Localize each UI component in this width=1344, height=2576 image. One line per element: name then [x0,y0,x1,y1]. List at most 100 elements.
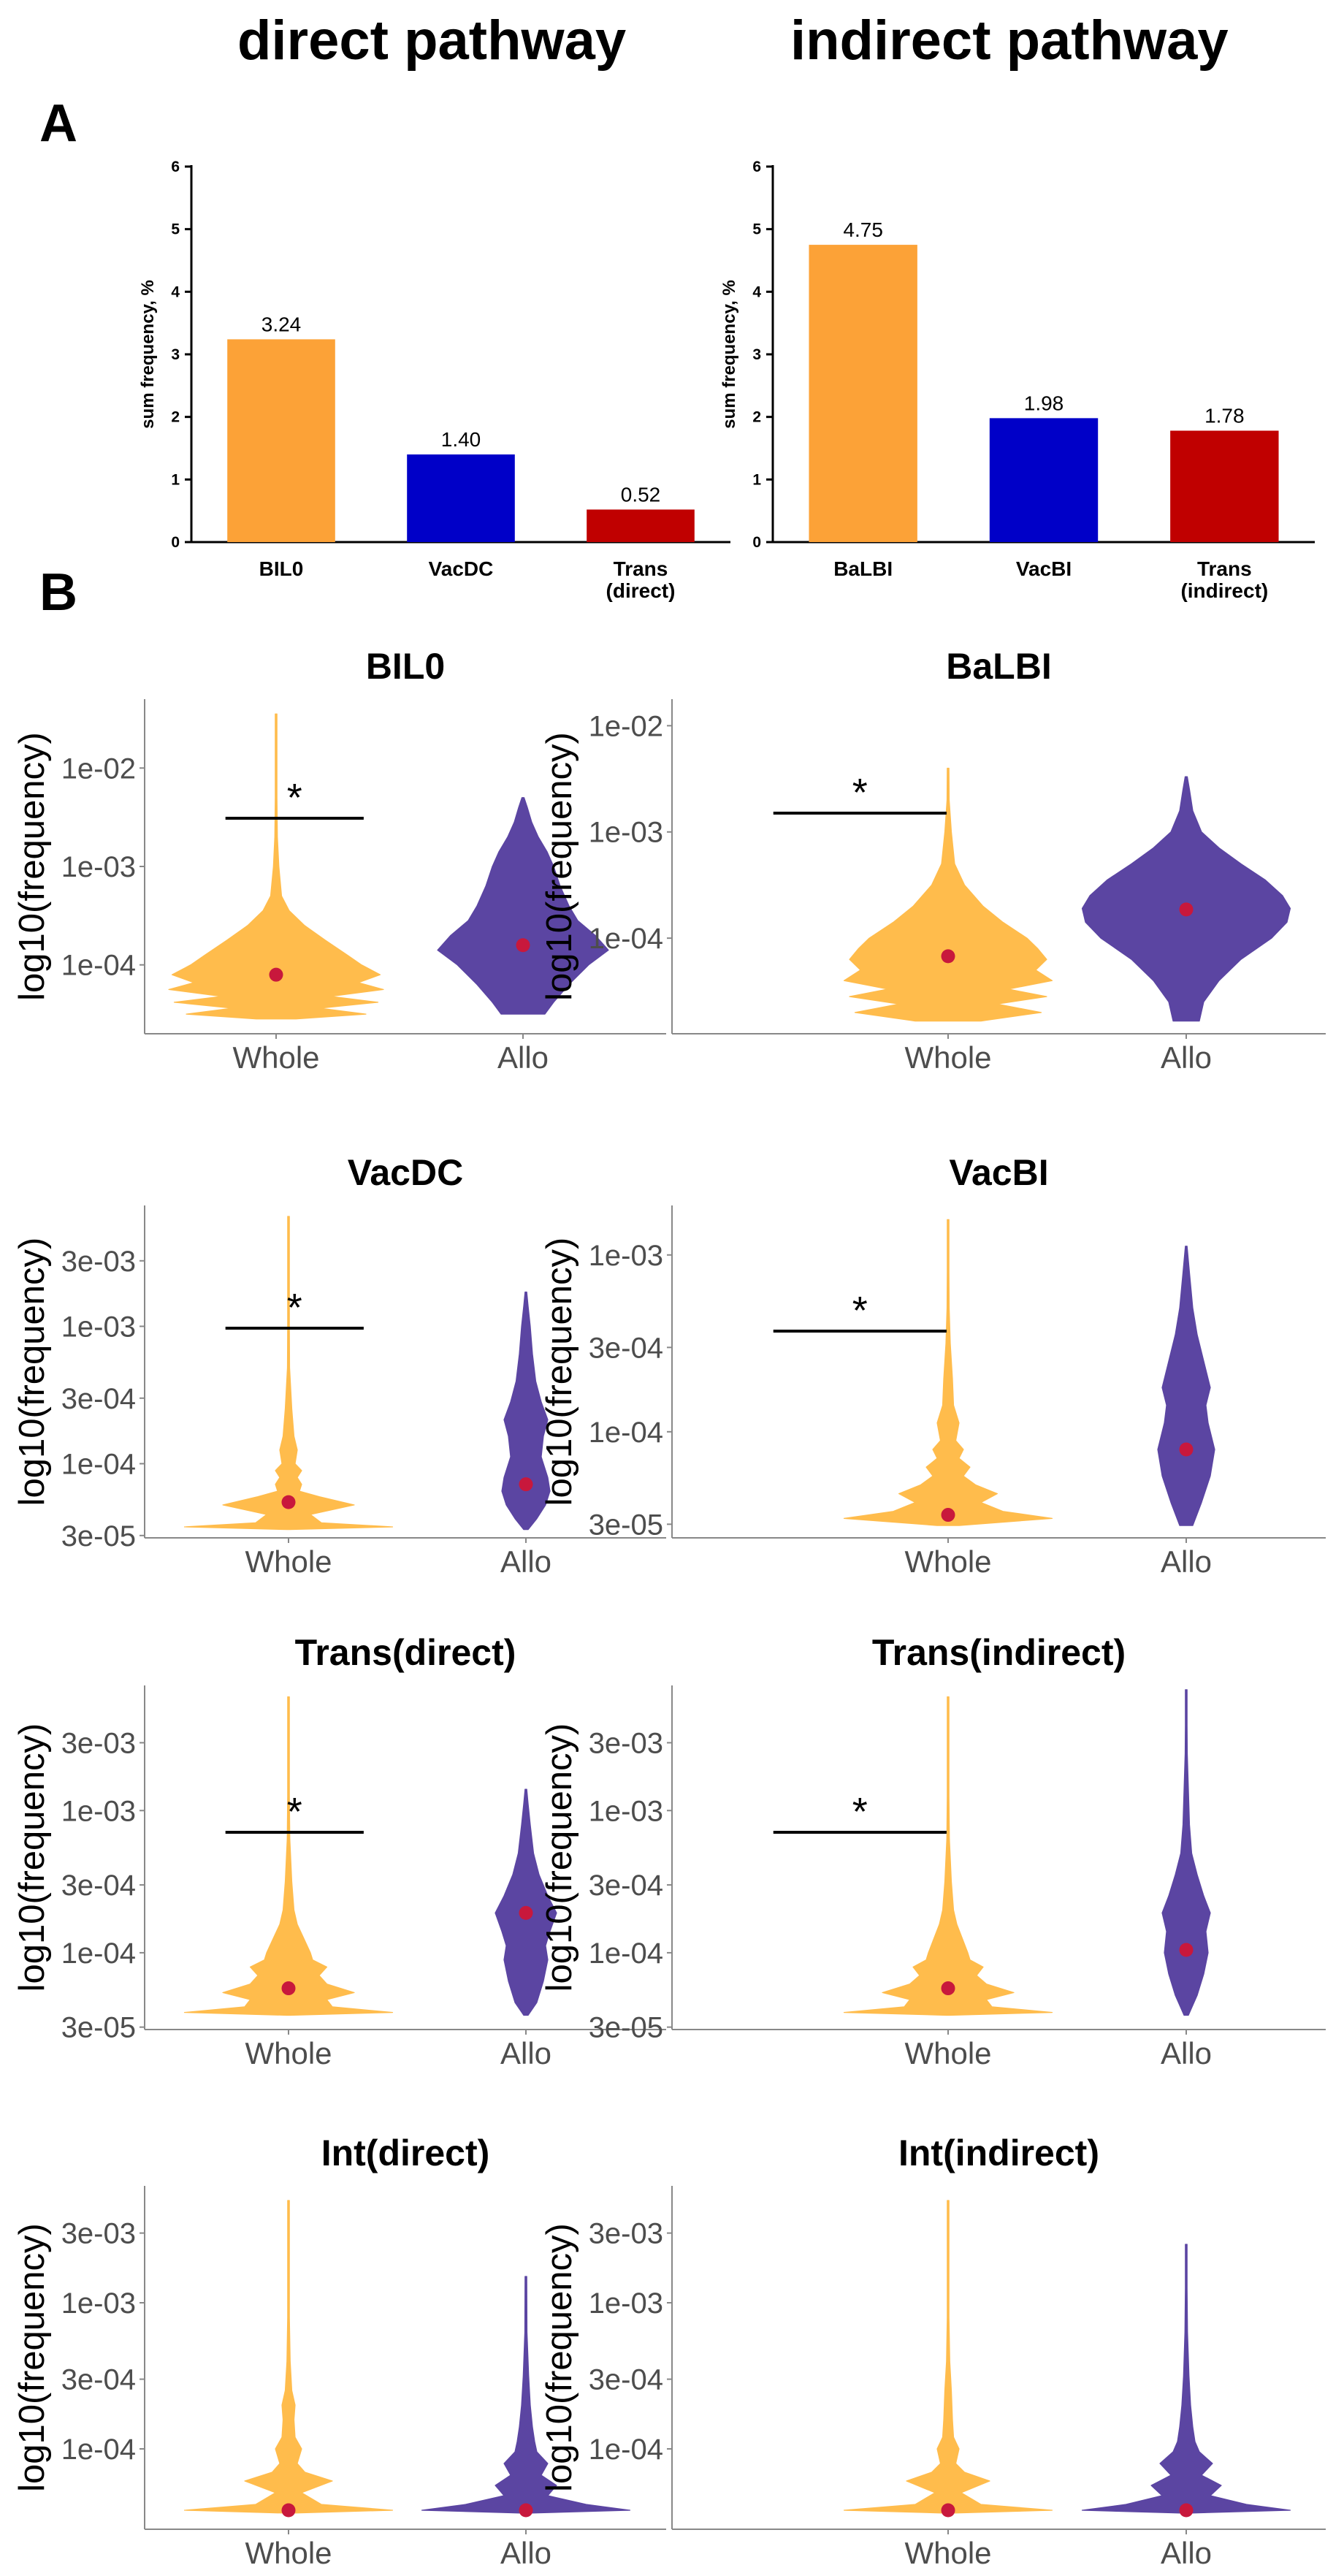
violin-int-indirect: 3e-03 1e-03 3e-04 1e-04 log10(frequency) Int(… [540,2133,1326,2570]
y-tick-label: 3e-03 [61,1246,136,1278]
bar-value-label: 0.52 [621,483,661,506]
y-tick-label: 1e-03 [61,2287,136,2320]
bar-value-label: 1.40 [441,428,481,451]
significance-star: * [852,1790,868,1834]
y-tick-label: 4 [171,283,180,300]
y-tick-label: 1e-04 [589,923,663,955]
violin-whole [168,713,384,1020]
y-tick-label: 1e-04 [589,1937,663,1970]
panel-b-label: B [39,563,77,622]
mean-point [1179,1442,1194,1457]
x-category-label: Allo [500,2536,551,2570]
indirect-pathway-heading: indirect pathway [790,9,1229,72]
y-tick-label: 3e-03 [61,1727,136,1759]
violin-allo [421,2276,631,2514]
mean-point [941,1508,955,1523]
bar [1170,430,1279,542]
y-tick-label: 0 [752,534,761,551]
y-axis-title: log10(frequency) [12,732,52,1001]
y-axis-title: log10(frequency) [540,1723,579,1992]
mean-point [1179,2503,1194,2518]
bar [587,509,695,542]
y-tick-label: 1e-04 [61,1448,136,1480]
violin-title: BIL0 [366,646,445,687]
violin-allo [1157,1246,1215,1526]
x-category-label: Whole [245,1544,332,1579]
violin-title: Trans(direct) [295,1632,516,1673]
y-tick-label: 3e-04 [589,1332,663,1364]
significance-star: * [852,1289,868,1333]
x-category-label: Allo [1161,2036,1212,2070]
x-category-label: Allo [500,1544,551,1579]
violin-whole [843,1219,1053,1526]
x-category-label: Allo [1161,1544,1212,1579]
mean-point [941,2503,955,2518]
y-tick-label: 1e-02 [589,710,663,742]
y-tick-label: 3e-05 [589,1509,663,1541]
y-tick-label: 1e-04 [61,2434,136,2466]
y-tick-label: 1e-03 [61,851,136,883]
y-tick-label: 0 [171,534,180,551]
bar [407,454,515,542]
violin-allo [1081,2244,1291,2514]
bar [809,245,917,542]
violin-whole [843,2200,1053,2514]
y-tick-label: 1e-03 [61,1795,136,1827]
x-category-label: Allo [500,2036,551,2070]
y-tick-label: 1e-03 [589,2287,663,2320]
y-axis-title: sum frequency, % [138,280,158,429]
y-tick-label: 3 [171,346,180,363]
x-category-label: Allo [497,1040,549,1075]
mean-point [941,1981,955,1996]
violin-whole [183,2200,394,2514]
y-tick-label: 1e-04 [61,950,136,982]
y-tick-label: 2 [171,409,180,426]
x-category-label: Allo [1161,1040,1212,1075]
mean-point [519,2503,533,2518]
y-axis-title: sum frequency, % [719,280,739,429]
x-category-label: VacDC [429,557,494,580]
mean-point [269,967,283,982]
y-tick-label: 1e-04 [589,1417,663,1449]
x-category-label: Whole [245,2036,332,2070]
x-category-label: Allo [1161,2536,1212,2570]
y-tick-label: 6 [752,159,761,175]
y-tick-label: 3e-03 [589,2218,663,2250]
y-tick-label: 1e-02 [61,752,136,785]
x-category-label: Whole [245,2536,332,2570]
y-tick-label: 2 [752,409,761,426]
y-axis-title: log10(frequency) [12,1238,52,1506]
y-axis-title: log10(frequency) [540,1238,579,1506]
significance-star: * [287,1286,302,1330]
mean-point [519,1905,533,1920]
y-axis-title: log10(frequency) [540,732,579,1001]
bar-indirect: 0 1 2 3 4 5 6 sum frequency, % 4.75 BaLBI 1.98 VacB… [719,159,1315,602]
y-tick-label: 3e-04 [61,1383,136,1415]
y-tick-label: 3e-05 [61,2012,136,2044]
y-tick-label: 5 [752,221,761,238]
x-category-label: Whole [904,1544,991,1579]
violin-trans-direct: 3e-03 1e-03 3e-04 1e-04 3e-05 log10(frequency… [12,1632,666,2070]
violin-allo [495,1788,557,2016]
y-tick-label: 5 [171,221,180,238]
y-tick-label: 1e-03 [589,1795,663,1827]
direct-pathway-heading: direct pathway [237,9,627,72]
y-tick-label: 3e-03 [589,1727,663,1759]
violin-title: VacDC [348,1152,463,1193]
y-tick-label: 6 [171,159,180,175]
mean-point [1179,1943,1194,1957]
y-tick-label: 3e-05 [61,1520,136,1552]
y-tick-label: 4 [752,283,761,300]
y-tick-label: 3e-04 [61,2364,136,2396]
significance-star: * [287,1790,302,1834]
y-axis-title: log10(frequency) [540,2223,579,2492]
mean-point [281,2503,296,2518]
violin-title: Int(direct) [321,2133,490,2173]
y-tick-label: 3e-04 [589,2364,663,2396]
significance-star: * [852,771,868,815]
mean-point [516,938,530,953]
y-tick-label: 1 [171,471,180,488]
y-tick-label: 1e-04 [589,2434,663,2466]
violin-title: Trans(indirect) [872,1632,1126,1673]
